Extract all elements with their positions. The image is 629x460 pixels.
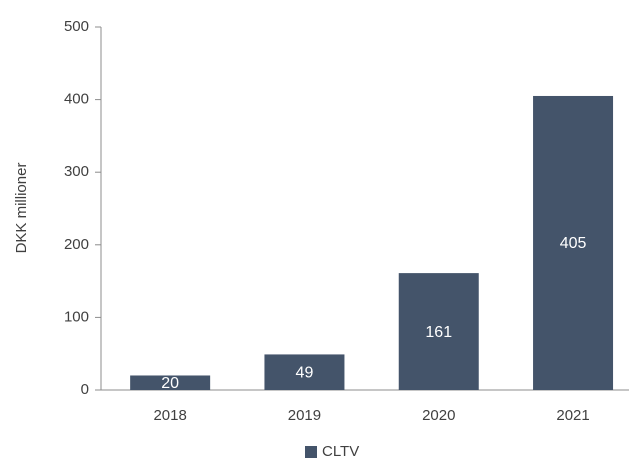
data-label: 49: [296, 364, 314, 381]
y-tick-label: 200: [64, 236, 89, 253]
bar: [398, 273, 479, 390]
x-tick-label: 2018: [153, 407, 186, 424]
x-tick-label: 2019: [288, 407, 321, 424]
y-tick-label: 500: [64, 18, 89, 35]
bar: [264, 354, 345, 390]
data-label: 405: [560, 235, 587, 252]
y-tick-label: 0: [81, 381, 89, 398]
x-tick-label: 2020: [422, 407, 455, 424]
bar: [533, 95, 614, 390]
legend-label: CLTV: [322, 443, 359, 460]
y-tick-label: 400: [64, 91, 89, 108]
data-label: 20: [161, 375, 179, 392]
x-tick-label: 2021: [556, 407, 589, 424]
bar: [130, 375, 211, 390]
legend-swatch: [305, 446, 317, 458]
data-label: 161: [425, 324, 452, 341]
y-tick-label: 300: [64, 163, 89, 180]
y-axis-label: DKK millioner: [13, 163, 30, 254]
y-tick-label: 100: [64, 308, 89, 325]
